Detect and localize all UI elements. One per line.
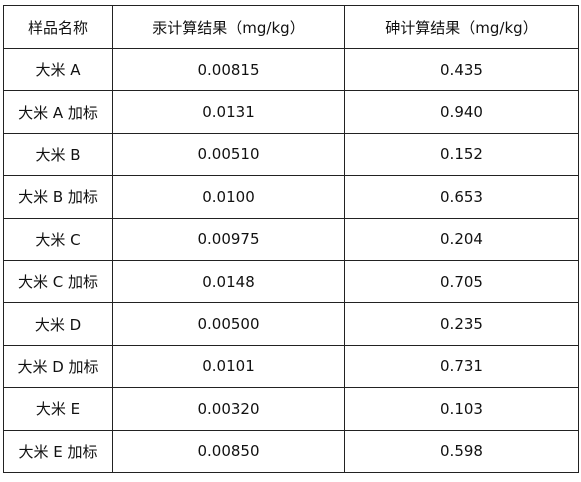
table-row: 大米 C 加标 0.0148 0.705 [3,259,579,304]
value-cell: 0.00500 [112,302,345,346]
table-row: 大米 C 0.00975 0.204 [3,217,579,261]
header-cell: 汞计算结果（mg/kg） [112,5,345,49]
table-row: 大米 E 加标 0.00850 0.598 [3,429,579,473]
results-table: 样品名称 汞计算结果（mg/kg） 砷计算结果（mg/kg） 大米 A 0.00815… [3,5,579,473]
table-row: 大米 B 0.00510 0.152 [3,132,579,177]
table-row: 大米 E 0.00320 0.103 [3,387,579,431]
value-cell: 0.00850 [112,429,345,473]
value-cell: 0.0101 [112,344,345,389]
value-cell: 0.705 [344,259,579,304]
sample-cell: 大米 E 加标 [3,429,113,473]
header-row: 样品名称 汞计算结果（mg/kg） 砷计算结果（mg/kg） [3,5,579,49]
value-cell: 0.204 [344,217,579,261]
sample-cell: 大米 B 加标 [3,175,113,219]
sample-cell: 大米 D [3,302,113,346]
value-cell: 0.435 [344,47,579,92]
table-row: 大米 D 加标 0.0101 0.731 [3,344,579,389]
value-cell: 0.00975 [112,217,345,261]
value-cell: 0.00510 [112,132,345,177]
table-row: 大米 D 0.00500 0.235 [3,302,579,346]
sample-cell: 大米 A [3,47,113,92]
table-row: 大米 B 加标 0.0100 0.653 [3,175,579,219]
value-cell: 0.00815 [112,47,345,92]
sample-cell: 大米 E [3,387,113,431]
value-cell: 0.598 [344,429,579,473]
sample-cell: 大米 A 加标 [3,90,113,134]
value-cell: 0.653 [344,175,579,219]
value-cell: 0.235 [344,302,579,346]
header-cell: 砷计算结果（mg/kg） [344,5,579,49]
value-cell: 0.103 [344,387,579,431]
sample-cell: 大米 C 加标 [3,259,113,304]
value-cell: 0.940 [344,90,579,134]
sample-cell: 大米 B [3,132,113,177]
value-cell: 0.00320 [112,387,345,431]
value-cell: 0.152 [344,132,579,177]
value-cell: 0.0148 [112,259,345,304]
value-cell: 0.0131 [112,90,345,134]
header-cell: 样品名称 [3,5,113,49]
table-body: 大米 A 0.00815 0.435 大米 A 加标 0.0131 0.940 大米 B 0.… [3,47,579,473]
value-cell: 0.731 [344,344,579,389]
table-row: 大米 A 加标 0.0131 0.940 [3,90,579,134]
sample-cell: 大米 D 加标 [3,344,113,389]
sample-cell: 大米 C [3,217,113,261]
value-cell: 0.0100 [112,175,345,219]
table-row: 大米 A 0.00815 0.435 [3,47,579,92]
